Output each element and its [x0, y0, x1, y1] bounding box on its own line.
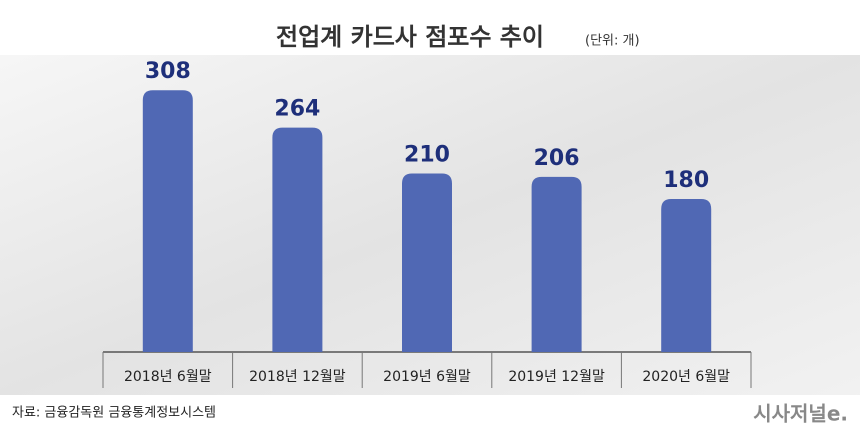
bar — [142, 90, 193, 352]
x-tick-label: 2020년 6월말 — [642, 369, 730, 385]
bar — [531, 176, 582, 352]
logo: 시사저널e. — [753, 402, 848, 426]
value-label: 308 — [145, 59, 191, 84]
bar — [272, 127, 323, 352]
chart-title: 전업계 카드사 점포수 추이 — [276, 23, 544, 51]
bar — [402, 173, 452, 352]
value-label: 264 — [274, 97, 320, 122]
x-tick-label: 2019년 6월말 — [383, 369, 471, 385]
value-label: 210 — [404, 143, 450, 168]
x-tick-label: 2018년 12월말 — [249, 369, 346, 385]
value-label: 180 — [663, 168, 709, 193]
bar — [661, 199, 712, 352]
x-tick-label: 2018년 6월말 — [124, 369, 212, 385]
source: 자료: 금융감독원 금융통계정보시스템 — [12, 406, 216, 421]
value-label: 206 — [534, 146, 580, 171]
unit-note: (단위: 개) — [585, 34, 640, 49]
x-tick-label: 2019년 12월말 — [508, 369, 605, 385]
